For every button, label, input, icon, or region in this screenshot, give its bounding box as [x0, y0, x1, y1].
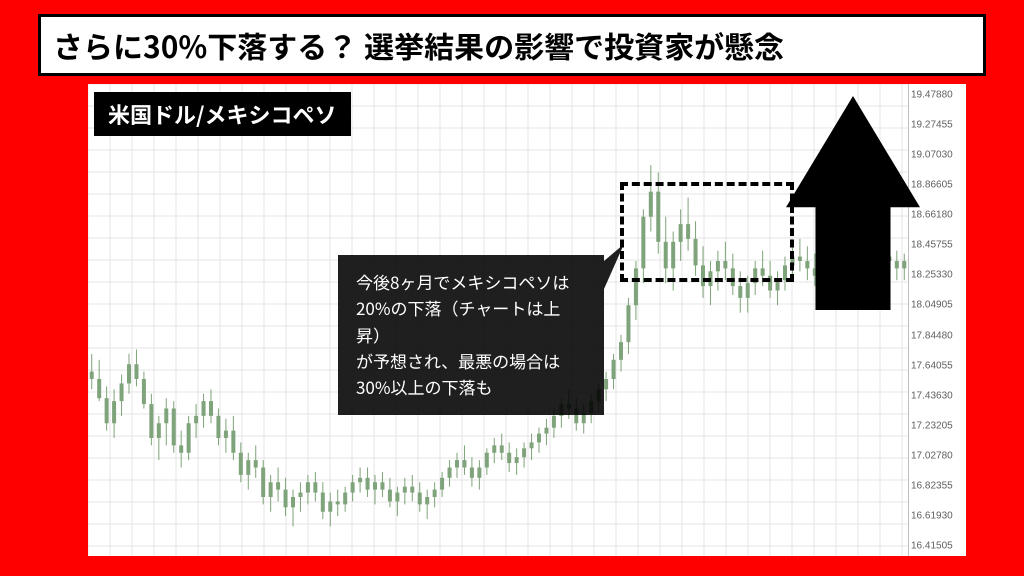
headline-text: さらに30%下落する？ 選挙結果の影響で投資家が懸念 [53, 23, 784, 67]
y-tick-label: 17.23205 [911, 420, 953, 431]
annotation-callout: 今後8ヶ月でメキシコペソは 20%の下落（チャートは上昇） が予想され、最悪の場… [338, 255, 604, 415]
currency-pair-badge: 米国ドル/メキシコペソ [94, 92, 351, 136]
y-tick-label: 17.84480 [911, 330, 953, 341]
annotation-line: が予想され、最悪の場合は [356, 348, 560, 373]
currency-pair-text: 米国ドル/メキシコペソ [108, 98, 337, 130]
infographic-outer: さらに30%下落する？ 選挙結果の影響で投資家が懸念 19.4788019.27… [0, 0, 1024, 576]
annotation-line: 30%以上の下落も [356, 374, 493, 399]
y-tick-label: 17.43630 [911, 390, 953, 401]
y-tick-label: 16.61930 [911, 511, 953, 522]
y-tick-label: 17.64055 [911, 360, 953, 371]
annotation-line: 今後8ヶ月でメキシコペソは [356, 269, 569, 294]
annotation-line: 20%の下落（チャートは上昇） [356, 295, 560, 346]
y-tick-label: 17.02780 [911, 451, 953, 462]
y-tick-label: 16.82355 [911, 481, 953, 492]
big-up-arrow-icon [786, 96, 920, 310]
headline-title: さらに30%下落する？ 選挙結果の影響で投資家が懸念 [38, 14, 986, 76]
y-tick-label: 16.41505 [911, 541, 953, 552]
highlight-dashed-rect [620, 182, 794, 282]
